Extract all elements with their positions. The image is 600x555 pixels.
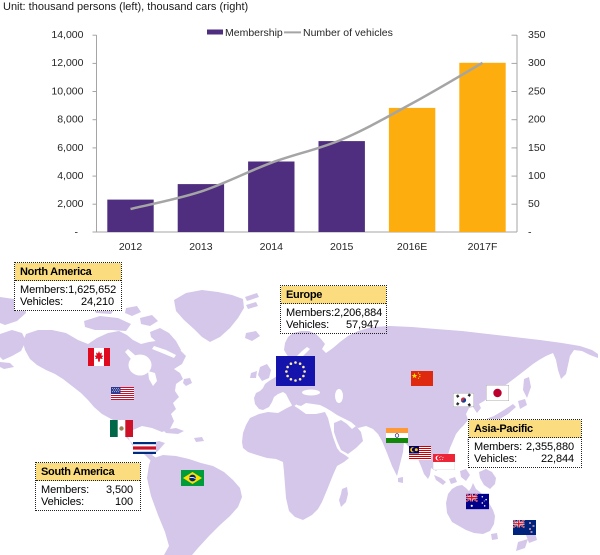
svg-text:2013: 2013 [189,241,213,253]
svg-text:300: 300 [528,57,546,69]
svg-text:2015: 2015 [330,241,354,253]
svg-text:2016E: 2016E [397,241,427,253]
svg-text:Number of vehicles: Number of vehicles [303,27,393,39]
svg-text:350: 350 [528,29,546,41]
svg-text:2,000: 2,000 [57,198,83,210]
svg-text:200: 200 [528,114,546,126]
svg-text:6,000: 6,000 [57,142,83,154]
svg-text:-: - [75,226,79,238]
svg-text:14,000: 14,000 [51,29,83,41]
svg-text:10,000: 10,000 [51,85,83,97]
svg-text:100: 100 [528,170,546,182]
svg-text:150: 150 [528,142,546,154]
svg-text:12,000: 12,000 [51,57,83,69]
svg-text:2017F: 2017F [468,241,498,253]
svg-text:250: 250 [528,85,546,97]
svg-text:50: 50 [528,198,540,210]
svg-text:2014: 2014 [260,241,284,253]
svg-text:Membership: Membership [225,27,283,39]
svg-text:8,000: 8,000 [57,114,83,126]
svg-text:2012: 2012 [119,241,143,253]
svg-text:4,000: 4,000 [57,170,83,182]
svg-text:-: - [528,226,532,238]
